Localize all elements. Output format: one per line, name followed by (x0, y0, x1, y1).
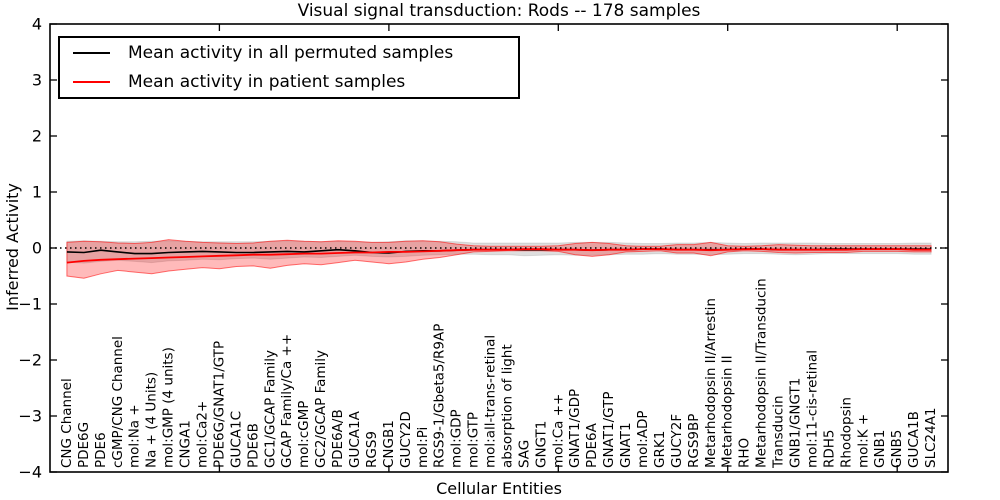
x-category-label: mol:11-cis-retinal (805, 350, 821, 468)
y-tick-label: −2 (18, 351, 42, 370)
x-category-label: PDE6A (584, 422, 600, 468)
legend-item-patient: Mean activity in patient samples (60, 68, 518, 96)
x-category-label: Na + (4 Units) (144, 372, 160, 468)
x-category-label: GUCA1C (228, 411, 244, 468)
x-category-label: Rhodopsin (838, 397, 854, 468)
legend-label-patient: Mean activity in patient samples (128, 72, 406, 92)
x-category-label: GNAT1/GDP (567, 389, 583, 468)
x-category-label: GNB1/GNGT1 (788, 378, 804, 468)
x-category-label: PDE6 (93, 432, 109, 468)
y-tick-label: 3 (32, 71, 42, 90)
patient-mean-line (66, 248, 932, 264)
x-category-label: SAG (516, 440, 532, 468)
x-category-label: GNB1 (872, 430, 888, 468)
x-category-label: RHO (737, 438, 753, 468)
x-category-label: GC2/GCAP Family (313, 350, 329, 468)
x-category-label: RGS9 (364, 431, 380, 468)
x-category-label: GCAP Family/Ca ++ (279, 334, 295, 468)
x-category-label: PDE6A/B (330, 409, 346, 468)
x-category-label: GNB5 (889, 430, 905, 468)
x-category-label: GNAT1 (618, 422, 634, 468)
y-tick-label: −4 (18, 463, 42, 482)
x-category-label: mol:Ca ++ (550, 394, 566, 468)
y-tick-label: 1 (32, 183, 42, 202)
x-category-label: GRK1 (652, 431, 668, 468)
permuted-line-swatch (73, 52, 110, 54)
x-category-label: mol:Ca2+ (195, 401, 211, 468)
x-category-label: GNAT1/GTP (601, 392, 617, 469)
y-tick-label: −3 (18, 407, 42, 426)
x-category-label: CNGB1 (381, 420, 397, 468)
x-category-label: GUCA1B (906, 411, 922, 468)
x-category-label: PDE6B (245, 423, 261, 468)
x-category-label: GNGT1 (533, 421, 549, 468)
x-category-label: mol:GMP (4 units) (161, 347, 177, 468)
y-tick-label: 0 (32, 239, 42, 258)
x-category-label: mol:all-trans-retinal (483, 335, 499, 468)
y-axis-label: Inferred Activity (3, 183, 22, 311)
x-category-label: GC1/GCAP Family (262, 350, 278, 468)
x-category-label: RGS9BP (686, 414, 702, 468)
x-category-label: Metarhodopsin II (720, 355, 736, 468)
x-category-label: absorption of light (500, 344, 516, 468)
x-category-label: GUCY2F (669, 414, 685, 468)
x-category-label: CNGA1 (178, 420, 194, 468)
x-category-label: mol:cGMP (296, 401, 312, 468)
x-category-label: PDE6G/GNAT1/GTP (211, 341, 227, 468)
x-category-label: RDH5 (821, 429, 837, 468)
x-category-label: mol:ADP (635, 411, 651, 468)
x-category-label: mol:K + (855, 414, 871, 468)
x-category-label: Metarhodopsin II/Arrestin (703, 298, 719, 468)
x-axis-label: Cellular Entities (436, 479, 562, 498)
y-tick-label: 2 (32, 127, 42, 146)
x-category-label: Metarhodopsin II/Transducin (754, 278, 770, 468)
x-category-label: PDE6G (76, 422, 92, 468)
y-tick-label: −1 (18, 295, 42, 314)
x-category-label: mol:Pi (415, 427, 431, 468)
x-category-label: SLC24A1 (923, 407, 939, 468)
x-category-label: RGS9-1/Gbeta5/R9AP (432, 324, 448, 468)
chart-title: Visual signal transduction: Rods -- 178 … (297, 1, 701, 21)
x-category-label: mol:Na + (127, 404, 143, 468)
x-category-label: CNG Channel (59, 378, 75, 468)
x-category-label: mol:GTP (466, 412, 482, 468)
x-category-label: GUCA1A (347, 410, 363, 468)
x-category-label: cGMP/CNG Channel (110, 336, 126, 468)
x-category-label: Transducin (771, 395, 787, 469)
x-category-label: GUCY2D (398, 411, 414, 468)
legend-label-permuted: Mean activity in all permuted samples (128, 43, 454, 63)
legend-item-permuted: Mean activity in all permuted samples (60, 39, 518, 67)
patient-line-swatch (73, 81, 110, 83)
legend: Mean activity in all permuted samples Me… (58, 36, 520, 99)
y-tick-label: 4 (32, 15, 42, 34)
x-category-label: mol:GDP (449, 409, 465, 468)
